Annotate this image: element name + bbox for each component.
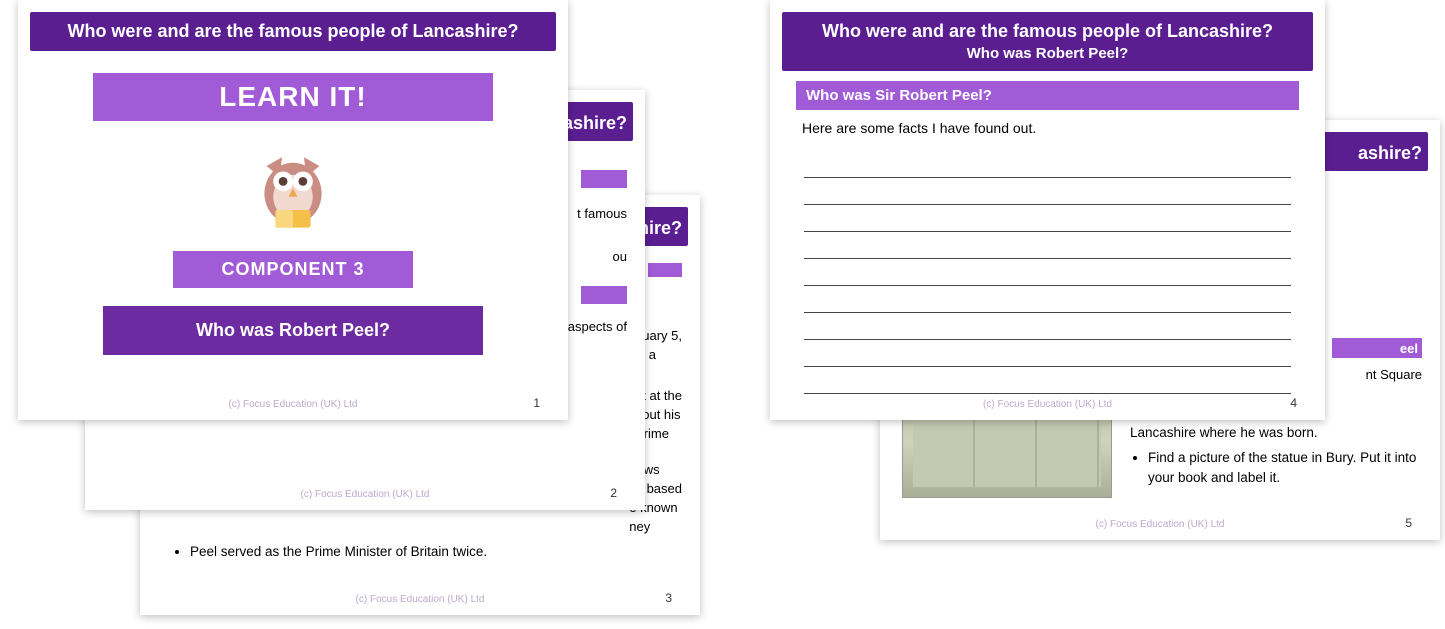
slide-4: Who were and are the famous people of La… xyxy=(770,0,1325,420)
subheader-peek xyxy=(581,170,627,188)
slide-title: Who were and are the famous people of La… xyxy=(822,21,1273,41)
writing-line[interactable] xyxy=(804,232,1291,259)
subheader-peek-2 xyxy=(581,286,627,304)
text-fragment-1: t famous xyxy=(577,205,627,224)
page-number: 2 xyxy=(610,486,617,500)
text-fragment-3: aspects of xyxy=(568,318,627,337)
writing-line[interactable] xyxy=(804,340,1291,367)
text-fragment-1: nt Square xyxy=(1366,366,1422,385)
copyright: (c) Focus Education (UK) Ltd xyxy=(140,594,700,605)
owl-icon xyxy=(238,133,348,243)
writing-line[interactable] xyxy=(804,313,1291,340)
subheader-peek xyxy=(648,263,682,277)
worksheet-subheader: Who was Sir Robert Peel? xyxy=(796,81,1299,110)
slide-subtitle: Who was Robert Peel? xyxy=(788,45,1307,64)
slide-title: Who were and are the famous people of La… xyxy=(67,21,518,41)
copyright: (c) Focus Education (UK) Ltd xyxy=(770,399,1325,410)
writing-line[interactable] xyxy=(804,259,1291,286)
title-peek: ashire? xyxy=(563,110,627,136)
page-number: 4 xyxy=(1290,396,1297,410)
bullet-find-statue: Find a picture of the statue in Bury. Pu… xyxy=(1148,448,1420,489)
writing-line[interactable] xyxy=(804,367,1291,394)
writing-line[interactable] xyxy=(804,151,1291,178)
learn-it-banner: LEARN IT! xyxy=(93,73,493,121)
text-fragment-2: ou xyxy=(613,248,627,267)
worksheet-intro: Here are some facts I have found out. xyxy=(782,116,1313,140)
component-banner: COMPONENT 3 xyxy=(173,251,413,288)
page-number: 1 xyxy=(533,396,540,410)
writing-line[interactable] xyxy=(804,178,1291,205)
page-number: 3 xyxy=(665,591,672,605)
text-line: Lancashire where he was born. xyxy=(1130,423,1420,443)
slide-header: Who were and are the famous people of La… xyxy=(782,12,1313,71)
bullet-pm-twice: Peel served as the Prime Minister of Bri… xyxy=(190,542,487,563)
subheader-text-peek: eel xyxy=(1400,340,1418,359)
copyright: (c) Focus Education (UK) Ltd xyxy=(85,489,645,500)
writing-line[interactable] xyxy=(804,286,1291,313)
slide-1: Who were and are the famous people of La… xyxy=(18,0,568,420)
copyright: (c) Focus Education (UK) Ltd xyxy=(880,519,1440,530)
copyright: (c) Focus Education (UK) Ltd xyxy=(18,399,568,410)
title-peek: ashire? xyxy=(1358,140,1422,166)
writing-lines[interactable] xyxy=(782,141,1313,394)
page-number: 5 xyxy=(1405,516,1412,530)
question-banner: Who was Robert Peel? xyxy=(103,306,483,355)
writing-line[interactable] xyxy=(804,205,1291,232)
slide-header: Who were and are the famous people of La… xyxy=(30,12,556,51)
